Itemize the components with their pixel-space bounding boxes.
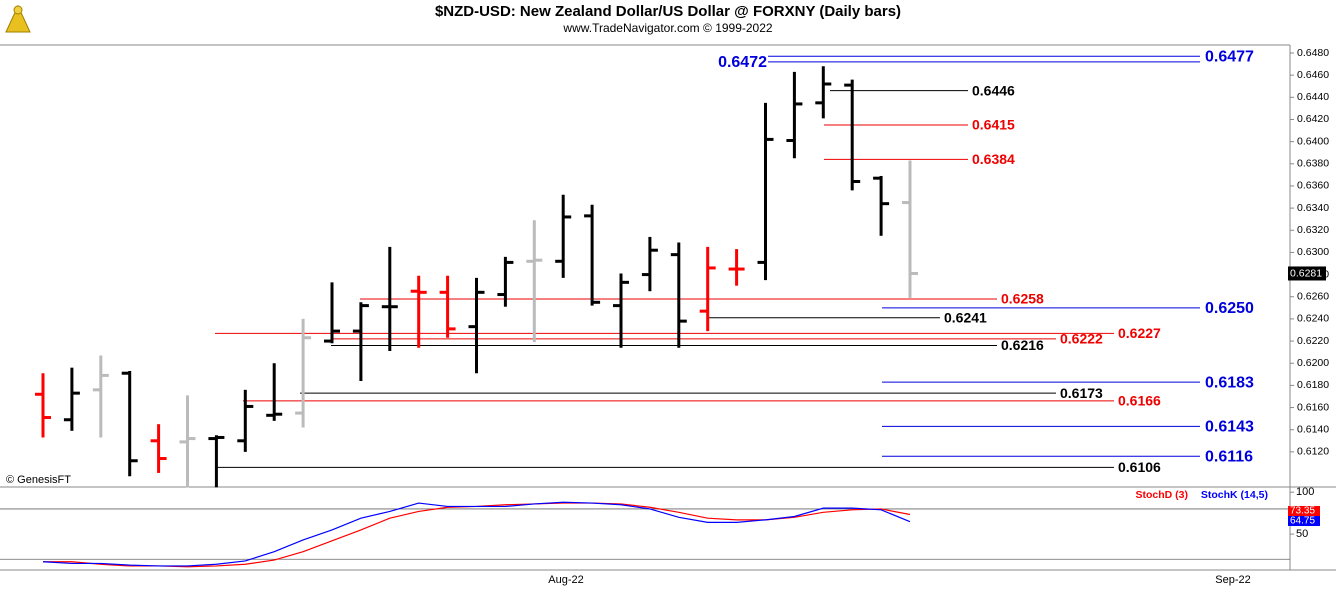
level-label: 0.6446 <box>972 82 1015 98</box>
level-label: 0.6415 <box>972 117 1015 133</box>
chart-title: $NZD-USD: New Zealand Dollar/US Dollar @… <box>435 3 901 20</box>
level-label: 0.6227 <box>1118 325 1161 341</box>
y-tick-label: 0.6360 <box>1297 180 1329 192</box>
y-tick-label: 0.6420 <box>1297 113 1329 125</box>
level-label: 0.6222 <box>1060 331 1103 347</box>
last-price-label: 0.6281 <box>1290 267 1322 279</box>
last-value-box <box>1288 516 1320 526</box>
level-label: 0.6472 <box>718 54 767 71</box>
y-tick-label: 0.6120 <box>1297 446 1329 458</box>
logo <box>5 4 31 33</box>
y-tick-label: 0.6180 <box>1297 379 1329 391</box>
y-tick-label: 50 <box>1296 528 1308 540</box>
level-label: 0.6143 <box>1205 419 1254 436</box>
y-tick-label: 0.6260 <box>1297 291 1329 303</box>
y-tick-label: 0.6300 <box>1297 246 1329 258</box>
last-price-box <box>1288 266 1326 281</box>
level-label: 0.6241 <box>944 310 987 326</box>
level-label: 0.6384 <box>972 151 1015 167</box>
y-tick-label: 0.6400 <box>1297 135 1329 147</box>
x-tick-label: Aug-22 <box>548 574 583 586</box>
level-label: 0.6258 <box>1001 291 1044 307</box>
last-value-box <box>1288 506 1320 516</box>
legend-entry: StochK (14,5) <box>1201 489 1268 501</box>
level-label: 0.6173 <box>1060 385 1103 401</box>
y-tick-label: 0.6480 <box>1297 47 1329 59</box>
y-tick-label: 0.6460 <box>1297 69 1329 81</box>
stoch-line <box>42 501 911 567</box>
y-tick-label: 0.6340 <box>1297 202 1329 214</box>
level-label: 0.6250 <box>1205 300 1254 317</box>
level-label: 0.6216 <box>1001 337 1044 353</box>
y-tick-label: 0.6220 <box>1297 335 1329 347</box>
source-note: © GenesisFT <box>6 474 71 486</box>
level-label: 0.6183 <box>1205 374 1254 391</box>
level-label: 0.6166 <box>1118 393 1161 409</box>
y-tick-label: 0.6440 <box>1297 91 1329 103</box>
x-tick-label: Sep-22 <box>1215 574 1250 586</box>
level-label: 0.6106 <box>1118 459 1161 475</box>
level-label: 0.6477 <box>1205 49 1254 66</box>
y-tick-label: 0.6380 <box>1297 158 1329 170</box>
y-tick-label: 0.6200 <box>1297 357 1329 369</box>
y-tick-label: 0.6240 <box>1297 313 1329 325</box>
last-value-label: 73.35 <box>1290 506 1315 517</box>
level-label: 0.6116 <box>1205 449 1253 466</box>
y-tick-label: 0.6320 <box>1297 224 1329 236</box>
y-tick-label: 0.6160 <box>1297 401 1329 413</box>
y-tick-label: 100 <box>1296 486 1314 498</box>
last-value-label: 64.75 <box>1290 516 1315 527</box>
y-tick-label: 0.6140 <box>1297 423 1329 435</box>
chart-subtitle: www.TradeNavigator.com © 1999-2022 <box>562 21 772 35</box>
legend-entry: StochD (3) <box>1136 489 1189 501</box>
